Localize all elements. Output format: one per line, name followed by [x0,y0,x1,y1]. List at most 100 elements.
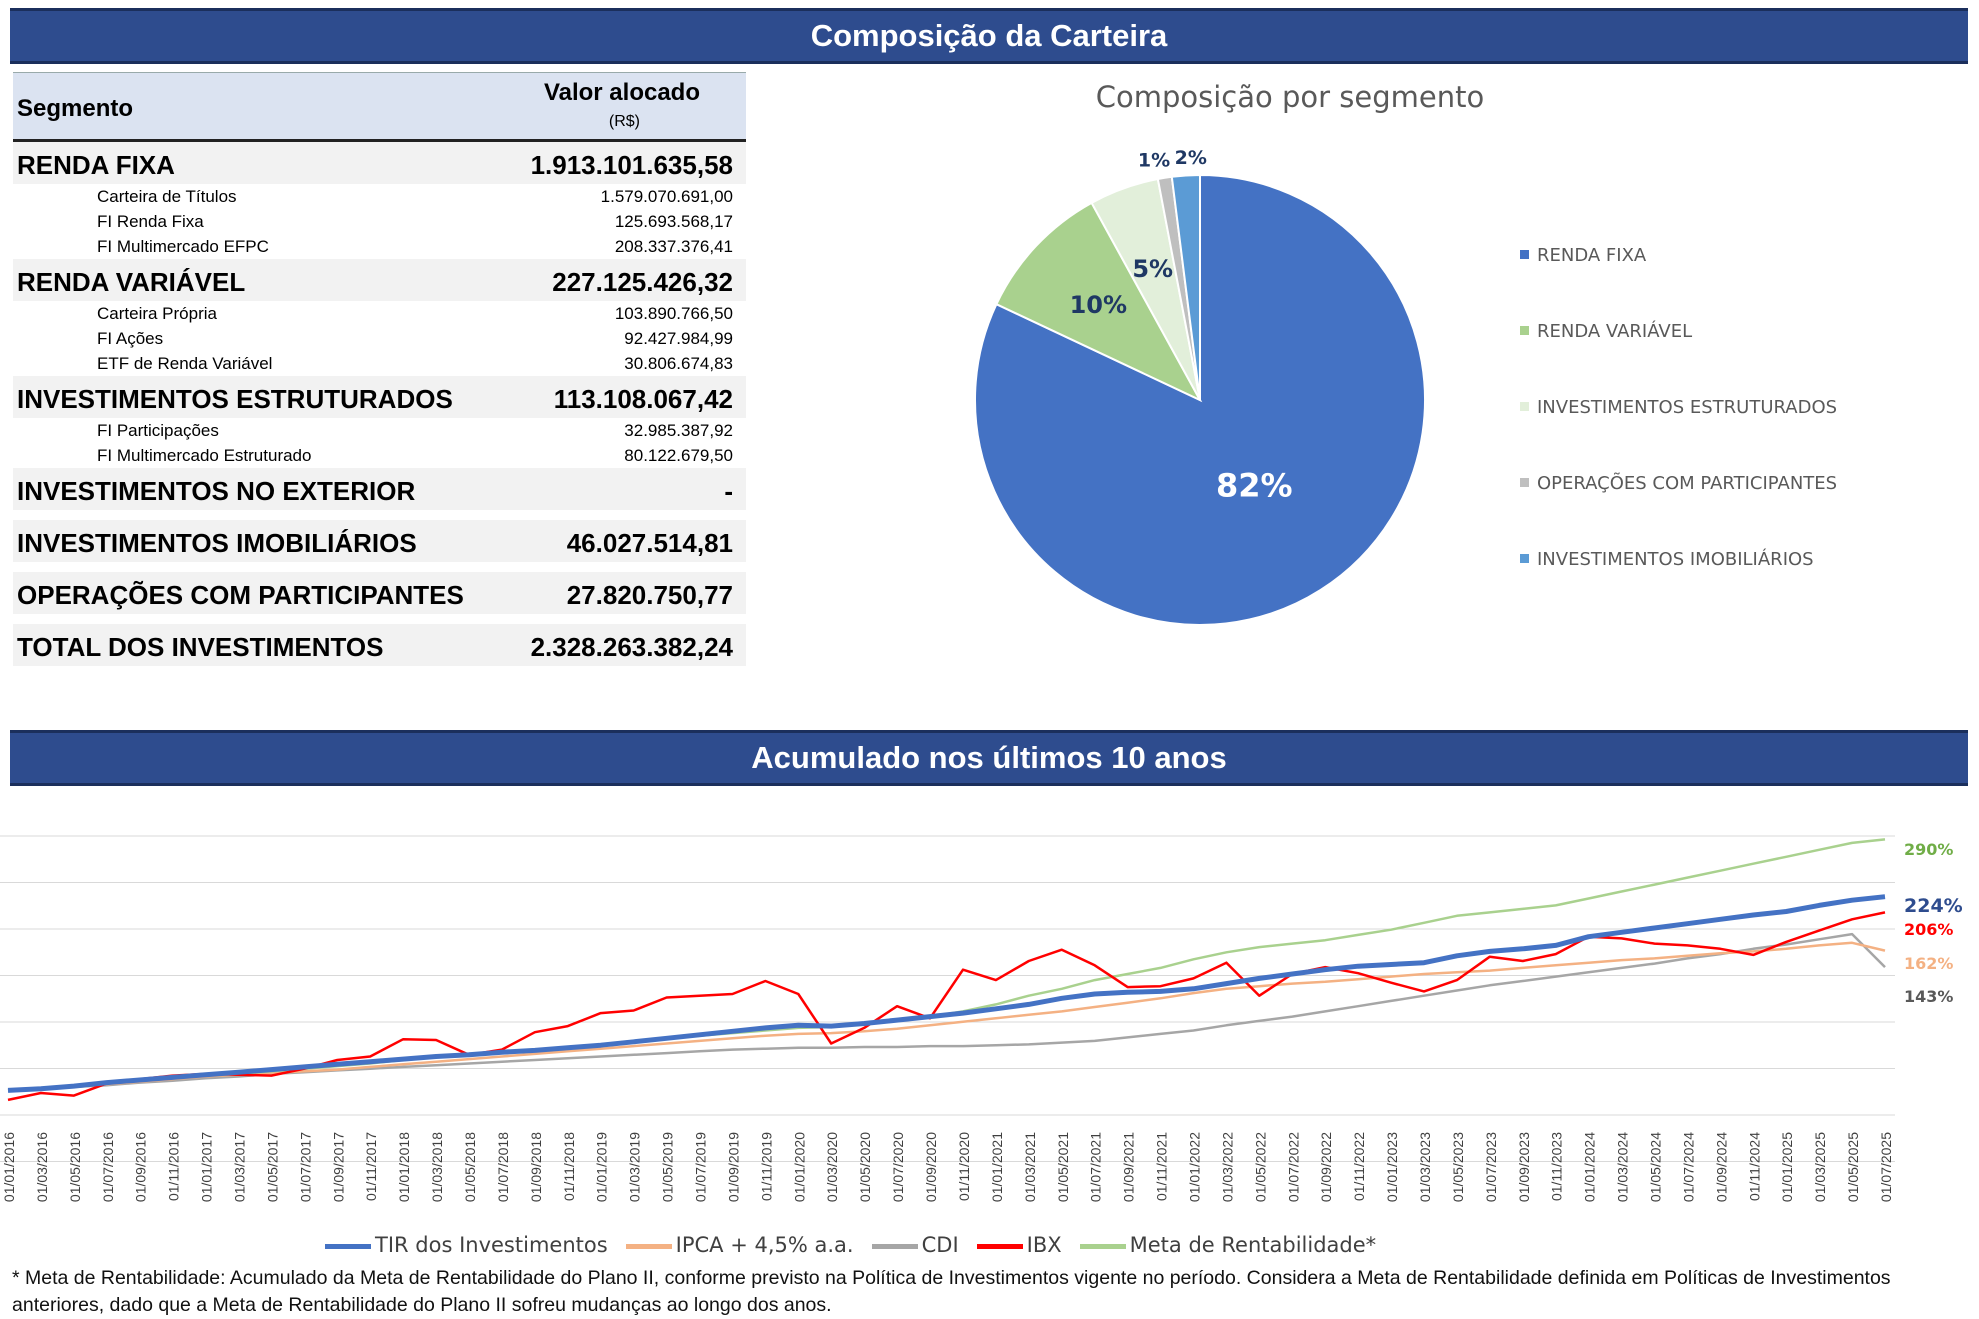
row-label: RENDA FIXA [17,150,175,180]
pie-slice-investimentos-imobiliarios [1170,173,1201,401]
table-row-subitem: FI Ações 92.427.984,99 [13,326,746,351]
x-tick-label: 01/11/2018 [561,1132,577,1201]
table-row-subitem: FI Multimercado EFPC 208.337.376,41 [13,234,746,259]
x-tick-label: 01/03/2021 [1022,1132,1038,1202]
table-body: RENDA FIXA 1.913.101.635,58 Carteira de Tí… [13,142,746,666]
x-tick-label: 01/03/2023 [1417,1132,1433,1202]
x-tick-label: 01/07/2021 [1088,1132,1104,1202]
series-line-ibx [7,911,1886,1102]
allocation-table: Segmento Valor alocado (R$) RENDA FIXA 1.… [13,72,746,666]
row-label: FI Renda Fixa [97,212,204,231]
x-tick-label: 01/11/2019 [758,1132,774,1201]
row-value: 208.337.376,41 [614,237,733,256]
x-tick-label: 01/05/2023 [1450,1132,1466,1202]
x-tick-label: 01/09/2024 [1713,1132,1729,1202]
table-row-subitem: ETF de Renda Variável 30.806.674,83 [13,351,746,376]
x-tick-label: 01/07/2019 [693,1132,709,1202]
table-row-segment: INVESTIMENTOS ESTRUTURADOS 113.108.067,42 [13,376,746,418]
legend-line-swatch [625,1243,672,1249]
legend-label: TIR dos Investimentos [375,1233,608,1257]
table-header: Segmento Valor alocado (R$) [13,72,746,142]
legend-label: CDI [921,1233,959,1257]
table-row-segment: RENDA VARIÁVEL 227.125.426,32 [13,259,746,301]
pie-legend-item: INVESTIMENTOS IMOBILIÁRIOS [1520,549,1814,570]
x-tick-label: 01/01/2017 [199,1132,215,1202]
series-end-label: 290% [1904,840,1953,859]
legend-label: Meta de Rentabilidade* [1129,1233,1377,1257]
row-value: 103.890.766,50 [614,304,733,323]
header-segment: Segmento [17,95,134,122]
x-tick-label: 01/03/2018 [429,1132,445,1202]
table-row-segment: INVESTIMENTOS NO EXTERIOR - [13,468,746,510]
x-tick-label: 01/07/2016 [100,1132,116,1202]
row-label: Carteira Própria [97,304,217,323]
header-value: Valor alocado [543,79,700,106]
pie-legend-item: INVESTIMENTOS ESTRUTURADOS [1520,397,1837,418]
legend-line-swatch [1079,1243,1126,1249]
portfolio-composition-banner: Composição da Carteira [10,8,1968,64]
x-tick-label: 01/07/2025 [1878,1132,1894,1202]
row-gap [13,562,746,572]
legend-label: IBX [1026,1233,1062,1257]
line-legend-item: Meta de Rentabilidade* [1079,1233,1377,1257]
row-gap [13,510,746,520]
pie-value-label: 1% [1138,150,1170,172]
x-tick-label: 01/07/2024 [1680,1132,1696,1202]
x-tick-label: 01/09/2019 [725,1132,741,1202]
x-tick-label: 01/05/2025 [1845,1132,1861,1202]
pie-chart-title: Composição por segmento [1095,80,1485,114]
legend-label: RENDA VARIÁVEL [1537,321,1693,342]
line-legend-item: CDI [871,1233,959,1257]
x-tick-label: 01/03/2022 [1219,1132,1235,1202]
x-tick-label: 01/09/2017 [330,1132,346,1202]
series-end-label: 224% [1904,895,1963,917]
row-label: Carteira de Títulos [97,187,237,206]
row-value: 1.579.070.691,00 [600,187,733,206]
series-line-tir [7,894,1886,1093]
x-tick-label: 01/03/2024 [1615,1132,1631,1202]
pie-chart: 82% 10%5% 1% 2% [974,147,1426,626]
table-row-subitem: FI Multimercado Estruturado 80.122.679,50 [13,443,746,468]
x-tick-label: 01/03/2019 [627,1132,643,1202]
legend-swatch [1520,401,1529,411]
x-tick-label: 01/09/2018 [528,1132,544,1202]
x-tick-label: 01/11/2022 [1351,1132,1367,1201]
pie-slice-renda-variavel [995,201,1203,403]
x-tick-label: 01/11/2024 [1746,1132,1762,1201]
table-row-subitem: Carteira de Títulos 1.579.070.691,00 [13,184,746,209]
row-label: INVESTIMENTOS ESTRUTURADOS [17,384,453,414]
row-label: FI Multimercado Estruturado [97,446,312,465]
line-legend: TIR dos Investimentos IPCA + 4,5% a.a. CDI… [325,1233,1394,1257]
x-tick-label: 01/07/2022 [1285,1132,1301,1202]
x-tick-label: 01/01/2022 [1186,1132,1202,1202]
row-value: 1.913.101.635,58 [530,150,733,180]
pie-value-label: 82% [1216,467,1293,505]
row-label: OPERAÇÕES COM PARTICIPANTES [17,580,464,610]
legend-swatch [1520,477,1529,487]
accumulated-banner: Acumulado nos últimos 10 anos [10,730,1968,786]
series-line-meta [7,838,1886,1092]
x-tick-label: 01/01/2019 [594,1132,610,1202]
x-tick-label: 01/05/2024 [1647,1132,1663,1202]
legend-line-swatch [871,1243,918,1249]
legend-label: IPCA + 4,5% a.a. [675,1233,854,1257]
table-row-segment: OPERAÇÕES COM PARTICIPANTES 27.820.750,77 [13,572,746,614]
line-legend-item: IPCA + 4,5% a.a. [625,1233,854,1257]
row-label: FI Ações [97,329,164,348]
pie-value-label: 5% [1132,255,1173,283]
row-value: 125.693.568,17 [614,212,733,231]
row-value: 2.328.263.382,24 [530,632,733,662]
x-tick-label: 01/01/2025 [1779,1132,1795,1202]
x-tick-label: 01/09/2022 [1318,1132,1334,1202]
pie-legend-item: OPERAÇÕES COM PARTICIPANTES [1520,473,1837,494]
row-value: 32.985.387,92 [624,421,733,440]
series-line-ipca [7,941,1886,1092]
line-legend-item: IBX [976,1233,1062,1257]
row-value: 46.027.514,81 [566,528,733,558]
x-tick-label: 01/05/2018 [462,1132,478,1202]
x-tick-label: 01/11/2016 [166,1132,182,1201]
legend-line-swatch [325,1243,371,1249]
row-label: FI Multimercado EFPC [97,237,269,256]
table-row-subitem: Carteira Própria 103.890.766,50 [13,301,746,326]
x-tick-label: 01/07/2017 [297,1132,313,1202]
